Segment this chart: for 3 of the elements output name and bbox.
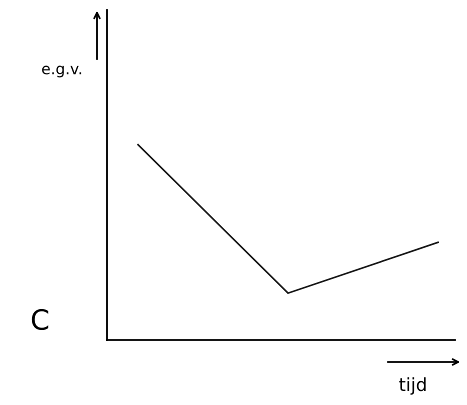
x-axis-title: tijd — [399, 377, 426, 395]
y-axis-title: e.g.v. — [42, 66, 82, 78]
text: C — [32, 309, 48, 330]
